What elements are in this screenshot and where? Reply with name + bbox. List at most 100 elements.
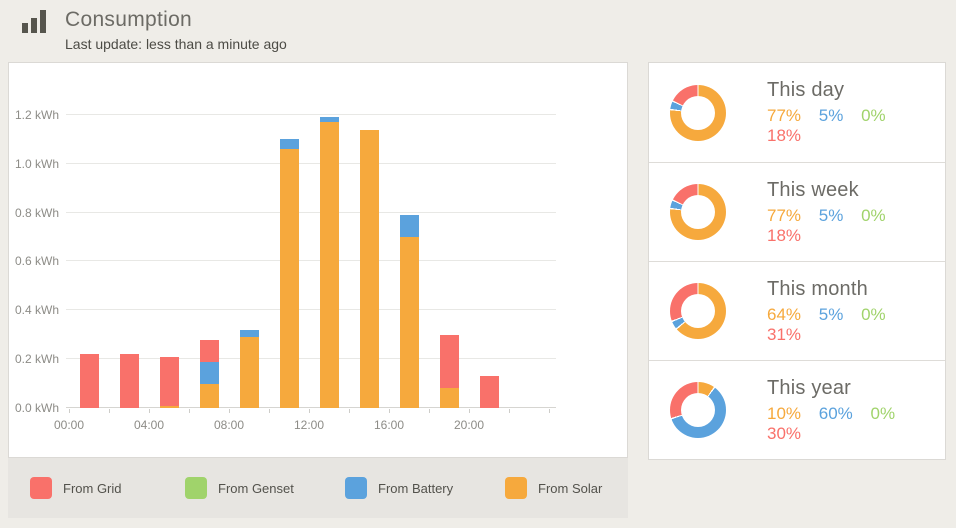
stat-card-this-month[interactable]: This month 64% 5% 0% 31% <box>649 261 945 360</box>
grid-line <box>66 407 556 408</box>
legend-item-from-solar[interactable]: From Solar <box>505 477 602 499</box>
x-tick <box>189 409 190 413</box>
x-tick <box>309 409 310 413</box>
bar-segment-battery <box>199 362 219 384</box>
x-tick <box>109 409 110 413</box>
bar-segment-solar <box>399 237 419 408</box>
battery-pct: 5% <box>818 205 844 225</box>
consumption-bar-chart-panel: 0.0 kWh 0.2 kWh 0.4 kWh 0.6 kWh 0.8 kWh 1.0 k… <box>8 62 628 458</box>
x-tick-label: 00:00 <box>53 418 85 432</box>
stat-percentages: 77% 5% 0% 18% <box>767 106 945 146</box>
stat-text: This year 10% 60% 0% 30% <box>767 377 945 444</box>
stat-card-this-year[interactable]: This year 10% 60% 0% 30% <box>649 360 945 459</box>
stat-title: This day <box>767 79 845 101</box>
y-tick-label: 0.4 kWh <box>14 303 59 317</box>
grid-pct: 30% <box>767 423 802 443</box>
stat-text: This week 77% 5% 0% 18% <box>767 179 945 246</box>
x-tick-label: 12:00 <box>293 418 325 432</box>
solar-pct: 10% <box>767 403 802 423</box>
stat-card-this-week[interactable]: This week 77% 5% 0% 18% <box>649 162 945 261</box>
grid-line <box>66 163 556 164</box>
stat-title: This week <box>767 178 859 201</box>
bar-segment-battery <box>319 117 339 122</box>
x-tick <box>69 409 70 413</box>
plot-area: 00:00 04:00 08:00 12:00 16:00 20:00 <box>54 114 556 432</box>
bar-segment-battery <box>399 215 419 237</box>
battery-pct: 60% <box>818 403 853 423</box>
grid-line <box>66 309 556 310</box>
legend-item-from-grid[interactable]: From Grid <box>30 477 122 499</box>
stat-percentages: 10% 60% 0% 30% <box>767 404 945 444</box>
last-update-text: Last update: less than a minute ago <box>65 36 287 52</box>
x-tick-label: 20:00 <box>453 418 485 432</box>
grid-line <box>66 358 556 359</box>
bar-segment-solar <box>239 337 259 408</box>
bar-segment-solar <box>359 130 379 408</box>
x-tick <box>549 409 550 413</box>
bar-segment-grid <box>479 376 499 408</box>
stat-text: This month 64% 5% 0% 31% <box>767 278 945 345</box>
donut-chart-this-day <box>670 84 726 141</box>
y-tick-label: 1.0 kWh <box>14 157 59 171</box>
stat-title: This month <box>767 277 868 300</box>
donut-chart-this-month <box>670 283 726 339</box>
genset-pct: 0% <box>870 403 896 423</box>
x-tick-label: 04:00 <box>133 418 165 432</box>
stats-panel: This day 77% 5% 0% 18% This week 77% 5% … <box>648 62 946 460</box>
bar-segment-solar <box>279 149 299 408</box>
x-tick <box>469 409 470 413</box>
bar-segment-solar <box>439 388 459 408</box>
bar-segment-grid <box>159 357 179 406</box>
battery-color-swatch <box>345 477 367 499</box>
grid-line <box>66 212 556 213</box>
bar-segment-solar <box>199 384 219 408</box>
bar-segment-grid <box>119 354 139 408</box>
genset-pct: 0% <box>861 106 886 125</box>
bar-segment-battery <box>239 330 259 337</box>
stat-card-this-day[interactable]: This day 77% 5% 0% 18% <box>649 63 945 162</box>
bar-segment-grid <box>199 340 219 362</box>
x-tick <box>269 409 270 413</box>
y-axis: 0.0 kWh 0.2 kWh 0.4 kWh 0.6 kWh 0.8 kWh 1.0 k… <box>9 108 59 415</box>
chart-legend: From Grid From Genset From Battery From … <box>8 458 628 518</box>
grid-color-swatch <box>30 477 52 499</box>
battery-pct: 5% <box>818 106 844 125</box>
legend-item-from-battery[interactable]: From Battery <box>345 477 453 499</box>
y-tick-label: 0.2 kWh <box>14 352 59 366</box>
x-tick-label: 08:00 <box>213 418 245 432</box>
stat-text: This day 77% 5% 0% 18% <box>767 79 945 146</box>
y-tick-label: 0.6 kWh <box>14 254 59 268</box>
x-tick <box>389 409 390 413</box>
y-tick-label: 0.8 kWh <box>14 206 59 220</box>
bar-segment-grid <box>439 335 459 388</box>
solar-pct: 77% <box>767 205 802 225</box>
bar-segment-grid <box>79 354 99 408</box>
x-tick <box>509 409 510 413</box>
x-tick <box>349 409 350 413</box>
legend-label: From Grid <box>63 480 122 496</box>
x-tick-label: 16:00 <box>373 418 405 432</box>
bar-segment-solar <box>319 122 339 408</box>
battery-pct: 5% <box>818 304 844 324</box>
stat-percentages: 77% 5% 0% 18% <box>767 206 945 246</box>
legend-item-from-genset[interactable]: From Genset <box>185 477 294 499</box>
x-tick <box>149 409 150 413</box>
stat-percentages: 64% 5% 0% 31% <box>767 305 945 345</box>
grid-line <box>66 260 556 261</box>
legend-label: From Genset <box>218 480 294 496</box>
stat-title: This year <box>767 376 852 399</box>
genset-pct: 0% <box>861 304 886 324</box>
bar-segment-battery <box>279 139 299 149</box>
y-tick-label: 1.2 kWh <box>14 108 59 122</box>
solar-pct: 64% <box>767 304 802 324</box>
legend-label: From Battery <box>378 480 454 496</box>
legend-label: From Solar <box>538 480 603 496</box>
y-tick-label: 0.0 kWh <box>14 401 59 415</box>
donut-chart-this-year <box>670 382 726 438</box>
solar-color-swatch <box>505 477 527 499</box>
grid-pct: 18% <box>767 126 802 145</box>
genset-pct: 0% <box>861 205 886 225</box>
grid-pct: 31% <box>767 324 802 344</box>
bar-chart-icon <box>22 10 50 33</box>
